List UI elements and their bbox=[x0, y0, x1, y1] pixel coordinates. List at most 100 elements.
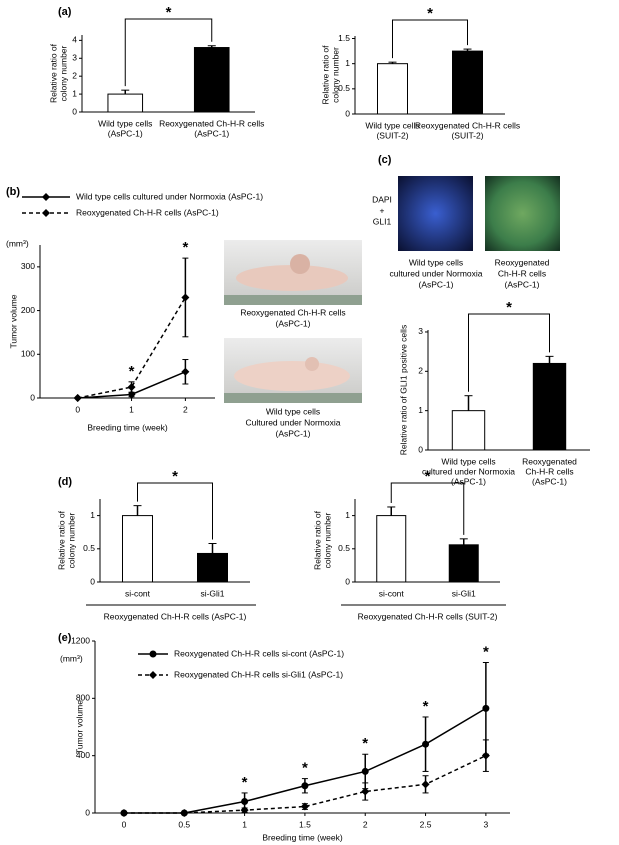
marker bbox=[361, 787, 370, 796]
y-tick-label: 400 bbox=[76, 750, 90, 760]
marker bbox=[422, 740, 430, 748]
group-label: Reoxygenated Ch-H-R cells (SUIT-2) bbox=[358, 611, 498, 621]
x-tick-label: (AsPC-1) bbox=[451, 476, 486, 486]
panel-label: (a) bbox=[58, 6, 72, 18]
significance-marker: * bbox=[506, 299, 512, 316]
significance-marker: * bbox=[242, 774, 248, 791]
x-tick-label: (AsPC-1) bbox=[194, 128, 229, 138]
bar bbox=[107, 93, 144, 113]
y-tick-label: 0 bbox=[72, 106, 77, 116]
y-axis-label: Relative ratio of bbox=[56, 510, 66, 570]
x-tick-label: 1 bbox=[129, 404, 134, 414]
significance-bracket bbox=[390, 482, 465, 535]
significance-bracket bbox=[468, 313, 550, 392]
significance-bracket bbox=[137, 482, 213, 540]
y-axis-label: Relative ratio of bbox=[48, 43, 58, 103]
y-tick-label: 1 bbox=[418, 405, 423, 415]
x-tick-label: si-cont bbox=[125, 588, 151, 598]
y-tick-label: 0 bbox=[90, 576, 95, 586]
marker bbox=[482, 704, 490, 712]
y-axis-label: Relative ratio of bbox=[320, 45, 330, 105]
mouse-photo bbox=[224, 338, 362, 403]
significance-marker: * bbox=[427, 5, 433, 22]
marker bbox=[181, 293, 190, 302]
bar bbox=[122, 515, 153, 583]
marker bbox=[241, 798, 249, 806]
y-tick-label: 1 bbox=[345, 58, 350, 68]
x-tick-label: cultured under Normoxia bbox=[422, 466, 515, 476]
significance-bracket bbox=[392, 19, 468, 59]
marker bbox=[301, 782, 309, 790]
legend-label: Reoxygenated Ch-H-R cells (AsPC-1) bbox=[76, 207, 219, 217]
marker bbox=[481, 751, 490, 760]
legend-label: Reoxygenated Ch-H-R cells si-cont (AsPC-… bbox=[174, 648, 344, 658]
x-tick-label: (SUIT-2) bbox=[376, 130, 408, 140]
y-tick-label: 2 bbox=[418, 366, 423, 376]
significance-marker: * bbox=[166, 4, 172, 21]
x-tick-label: Reoxygenated bbox=[522, 456, 577, 466]
bar bbox=[451, 410, 486, 451]
y-tick-label: 100 bbox=[21, 349, 35, 359]
significance-marker: * bbox=[423, 698, 429, 715]
significance-marker: * bbox=[172, 468, 178, 485]
image-caption: (AsPC-1) bbox=[505, 279, 540, 289]
x-tick-label: 2 bbox=[183, 404, 188, 414]
marker bbox=[127, 383, 136, 392]
y-tick-label: 3 bbox=[418, 326, 423, 336]
x-tick-label: 2 bbox=[363, 819, 368, 829]
x-tick-label: si-Gli1 bbox=[452, 588, 476, 598]
y-tick-label: 0 bbox=[85, 807, 90, 817]
y-tick-label: 0 bbox=[418, 444, 423, 454]
y-tick-label: 2 bbox=[72, 70, 77, 80]
x-tick-label: si-Gli1 bbox=[200, 588, 224, 598]
marker bbox=[180, 809, 189, 817]
x-tick-label: (AsPC-1) bbox=[532, 476, 567, 486]
group-label: Reoxygenated Ch-H-R cells (AsPC-1) bbox=[104, 611, 247, 621]
marker bbox=[240, 806, 249, 815]
panel-label: (d) bbox=[58, 476, 72, 488]
marker bbox=[42, 209, 50, 217]
y-axis-label: Tumor volume bbox=[74, 700, 84, 754]
microscopy-image bbox=[485, 176, 560, 251]
y-tick-label: 0.5 bbox=[83, 543, 95, 553]
y-axis-label: Relative ratio of bbox=[312, 510, 322, 570]
marker bbox=[181, 367, 190, 376]
marker bbox=[119, 809, 128, 817]
marker bbox=[421, 780, 430, 789]
y-tick-label: 1 bbox=[72, 88, 77, 98]
x-tick-label: 1 bbox=[242, 819, 247, 829]
marker bbox=[149, 671, 157, 679]
x-axis-label: Breeding time (week) bbox=[262, 832, 342, 842]
image-label: DAPI bbox=[372, 194, 392, 204]
x-tick-label: Wild type cells bbox=[441, 456, 495, 466]
y-axis-label: colony number bbox=[58, 45, 68, 101]
x-tick-label: 3 bbox=[484, 819, 489, 829]
marker bbox=[42, 193, 50, 201]
significance-marker: * bbox=[182, 239, 188, 256]
bar bbox=[197, 552, 228, 583]
y-tick-label: 0.5 bbox=[338, 83, 350, 93]
image-label: GLI1 bbox=[373, 216, 392, 226]
x-tick-label: Reoxygenated Ch-H-R cells bbox=[415, 120, 520, 130]
photo-caption: (AsPC-1) bbox=[276, 318, 311, 328]
y-axis-label: colony number bbox=[330, 47, 340, 103]
image-caption: Wild type cells bbox=[409, 257, 463, 267]
marker bbox=[73, 394, 82, 402]
y-tick-label: 300 bbox=[21, 261, 35, 271]
x-tick-label: Reoxygenated Ch-H-R cells bbox=[159, 118, 264, 128]
y-tick-label: 4 bbox=[72, 35, 77, 45]
legend-label: Reoxygenated Ch-H-R cells si-Gli1 (AsPC-… bbox=[174, 669, 343, 679]
significance-marker: * bbox=[362, 735, 368, 752]
x-tick-label: si-cont bbox=[379, 588, 405, 598]
x-tick-label: Wild type cells bbox=[98, 118, 152, 128]
significance-marker: * bbox=[302, 760, 308, 777]
y-axis-label: Relative ratio of GLI1 positive cells bbox=[398, 325, 408, 455]
x-tick-label: 0.5 bbox=[178, 819, 190, 829]
y-tick-label: 0 bbox=[345, 576, 350, 586]
x-tick-label: (AsPC-1) bbox=[108, 128, 143, 138]
x-tick-label: (SUIT-2) bbox=[451, 130, 483, 140]
photo-caption: Wild type cells bbox=[266, 406, 320, 416]
bar bbox=[193, 47, 230, 113]
mouse-photo bbox=[224, 240, 362, 305]
